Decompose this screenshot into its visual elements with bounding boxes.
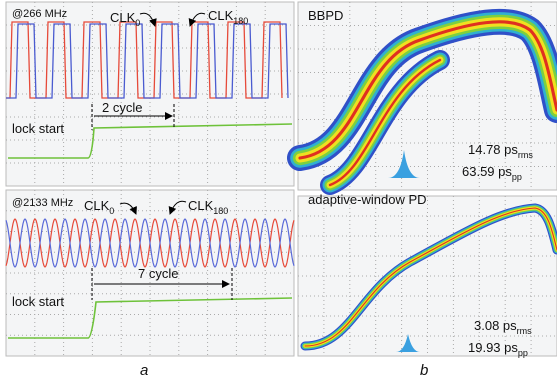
freq-label: @2133 MHz: [12, 197, 73, 209]
cycle-label: 7 cycle: [138, 266, 178, 281]
lock-label: lock start: [12, 121, 64, 136]
freq-label: @266 MHz: [12, 8, 67, 20]
panel-title: BBPD: [308, 8, 343, 23]
panel-label: a: [140, 362, 148, 379]
panel-label: b: [420, 362, 428, 379]
lock-label: lock start: [12, 294, 64, 309]
figure: @266 MHz CLK0 CLK180 2 cycle lock start …: [0, 0, 557, 379]
panel-title: adaptive-window PD: [308, 192, 427, 207]
cycle-label: 2 cycle: [102, 100, 142, 115]
